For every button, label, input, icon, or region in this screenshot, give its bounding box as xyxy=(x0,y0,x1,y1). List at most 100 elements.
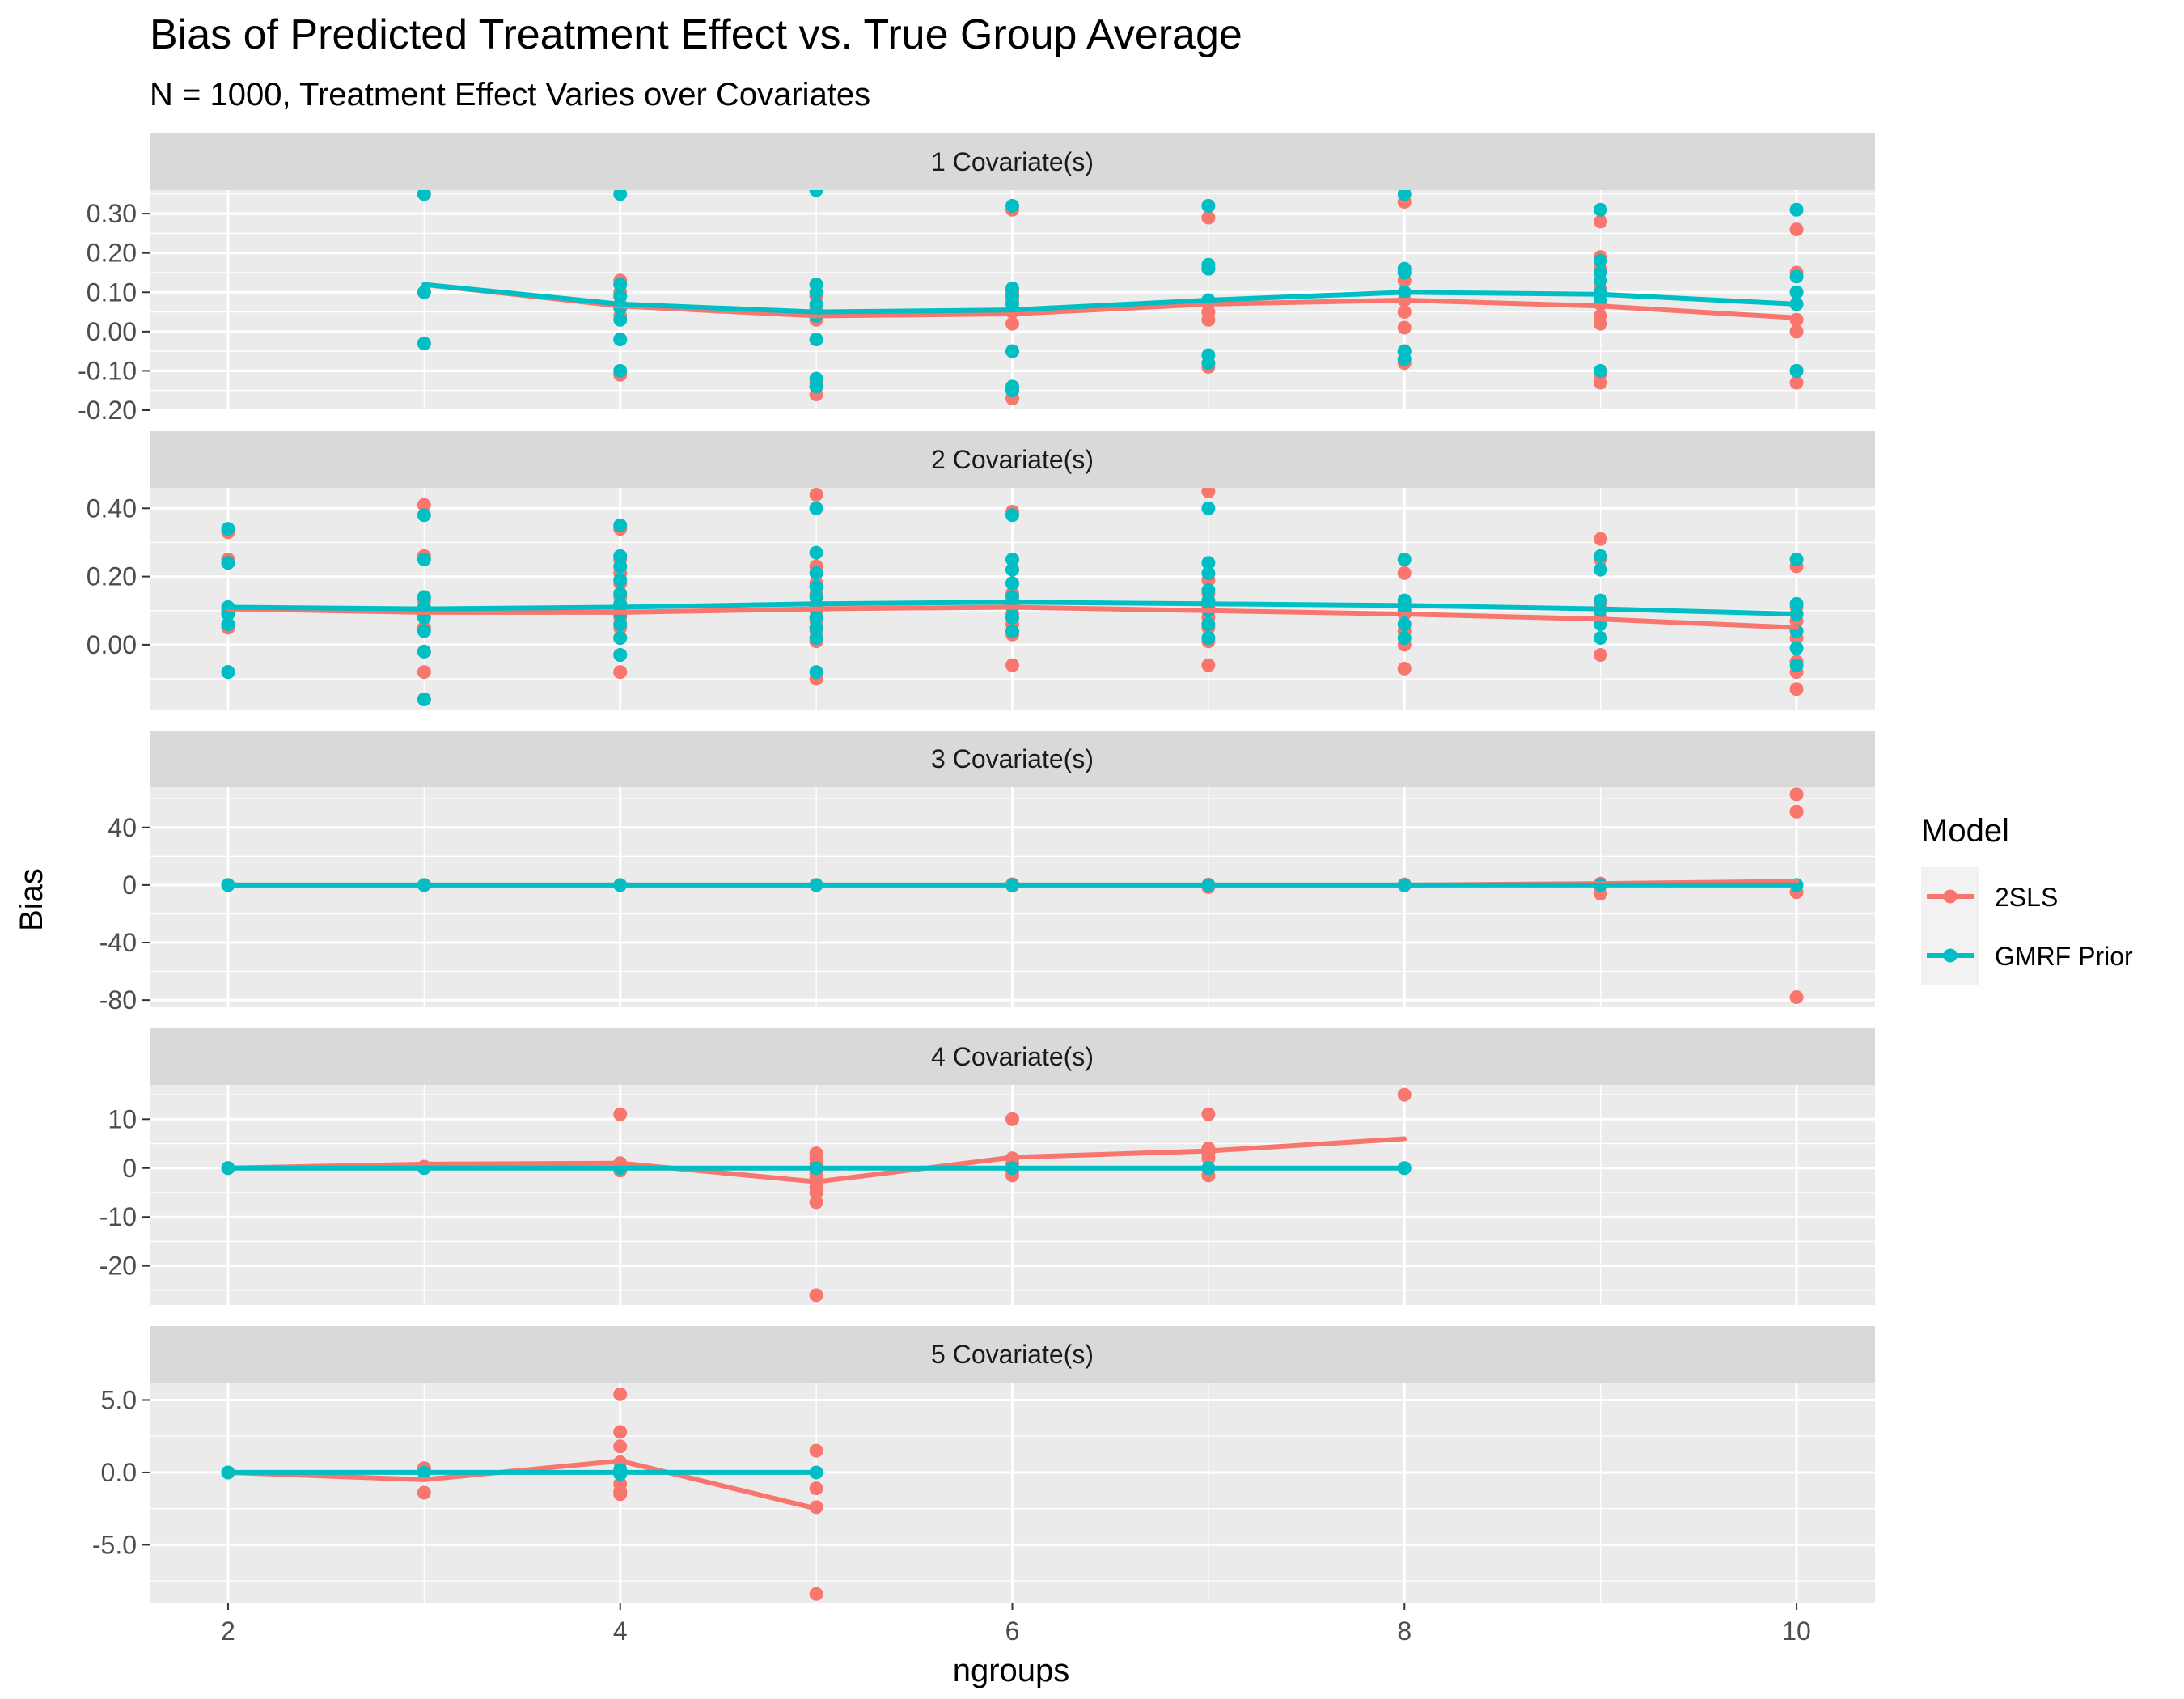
plot-area xyxy=(417,190,1804,405)
facet-strip-label: 2 Covariate(s) xyxy=(931,445,1094,474)
data-point xyxy=(1594,214,1608,229)
data-point xyxy=(221,556,235,570)
data-point xyxy=(1397,320,1412,335)
trend-line-2sls xyxy=(226,604,1799,630)
data-point xyxy=(1005,624,1019,638)
data-point xyxy=(1594,316,1608,331)
data-point xyxy=(1397,617,1412,632)
data-point xyxy=(613,289,628,303)
data-point xyxy=(613,312,628,327)
data-point xyxy=(613,630,628,645)
data-point xyxy=(809,333,823,347)
data-point xyxy=(1201,198,1216,213)
y-tick-label: -0.20 xyxy=(78,396,137,425)
data-point xyxy=(809,579,823,594)
data-point xyxy=(1789,596,1804,611)
series-gmrf-prior xyxy=(417,190,1804,398)
data-point xyxy=(1005,383,1019,398)
legend-item: 2SLS xyxy=(1921,867,2058,926)
data-point xyxy=(1594,562,1608,577)
data-point xyxy=(809,610,823,625)
data-point xyxy=(1789,641,1804,655)
data-point xyxy=(417,644,431,659)
y-tick-label: 0.20 xyxy=(87,239,137,268)
data-point xyxy=(809,1185,823,1200)
data-point xyxy=(613,278,628,292)
facet-strip-label: 5 Covariate(s) xyxy=(931,1340,1094,1369)
chart-title: Bias of Predicted Treatment Effect vs. T… xyxy=(150,11,1242,58)
y-tick-label: 0.00 xyxy=(87,630,137,659)
data-point xyxy=(613,573,628,587)
facet-strip-label: 3 Covariate(s) xyxy=(931,744,1094,773)
legend-item: GMRF Prior xyxy=(1921,926,2133,985)
y-tick-label: -80 xyxy=(99,985,137,1015)
data-point xyxy=(1594,630,1608,645)
data-point xyxy=(417,336,431,350)
data-point xyxy=(417,508,431,523)
data-point xyxy=(1201,501,1216,515)
data-point xyxy=(1789,375,1804,390)
y-tick-label: 0.10 xyxy=(87,278,137,307)
facet-panel: 3 Covariate(s) -80 -40 0 40 xyxy=(99,731,1875,1015)
facet-strip xyxy=(150,133,1875,190)
y-tick-label: -0.10 xyxy=(78,356,137,385)
facet-strip-label: 4 Covariate(s) xyxy=(931,1042,1094,1071)
plot-area xyxy=(221,787,1804,1005)
data-point xyxy=(1594,375,1608,390)
y-tick-label: 40 xyxy=(108,813,137,842)
data-point xyxy=(809,1481,823,1496)
x-axis-title: ngroups xyxy=(953,1653,1070,1688)
data-point xyxy=(809,1443,823,1458)
data-point xyxy=(1594,532,1608,546)
data-point xyxy=(1397,1087,1412,1102)
facet-panel: 5 Covariate(s) -5.0 0.0 5.0 xyxy=(92,1326,1875,1603)
gridlines xyxy=(150,1383,1875,1603)
data-point xyxy=(1005,508,1019,523)
data-point xyxy=(1789,363,1804,378)
data-point xyxy=(809,379,823,394)
data-point xyxy=(1201,356,1216,371)
legend-key-point xyxy=(1943,948,1958,963)
data-point xyxy=(1201,1107,1216,1121)
x-axis: 2 4 6 8 10 xyxy=(221,1603,1811,1646)
data-point xyxy=(1201,658,1216,672)
data-point xyxy=(613,549,628,563)
data-point xyxy=(809,501,823,515)
data-point xyxy=(1789,787,1804,802)
data-point xyxy=(417,624,431,638)
y-tick-label: 5.0 xyxy=(101,1385,137,1414)
data-point xyxy=(1201,488,1216,498)
data-point xyxy=(1594,648,1608,663)
data-point xyxy=(417,1485,431,1500)
data-point xyxy=(1397,566,1412,580)
data-point xyxy=(613,333,628,347)
data-point xyxy=(221,665,235,680)
plot-area xyxy=(221,1087,1412,1303)
data-point xyxy=(613,559,628,574)
trend-line-gmrf-prior xyxy=(421,282,1799,315)
data-point xyxy=(1005,1112,1019,1126)
data-point xyxy=(1397,265,1412,280)
data-point xyxy=(809,297,823,311)
series-2sls xyxy=(221,1387,823,1601)
data-point xyxy=(1201,630,1216,645)
y-tick-label: 0 xyxy=(122,871,137,900)
facet-panel: 2 Covariate(s) 0.00 0.20 0.40 xyxy=(87,431,1875,710)
data-point xyxy=(809,488,823,502)
data-point xyxy=(1005,553,1019,567)
data-point xyxy=(1789,658,1804,672)
data-point xyxy=(417,498,431,512)
data-point xyxy=(417,190,431,201)
data-point xyxy=(809,566,823,580)
data-point xyxy=(1594,363,1608,378)
chart-subtitle: N = 1000, Treatment Effect Varies over C… xyxy=(150,77,870,112)
x-tick-label: 4 xyxy=(613,1616,628,1646)
data-point xyxy=(809,665,823,680)
data-point xyxy=(809,630,823,645)
y-tick-label: -20 xyxy=(99,1252,137,1281)
data-point xyxy=(613,1107,628,1121)
data-point xyxy=(613,1425,628,1439)
data-point xyxy=(809,1288,823,1303)
data-point xyxy=(1789,222,1804,237)
